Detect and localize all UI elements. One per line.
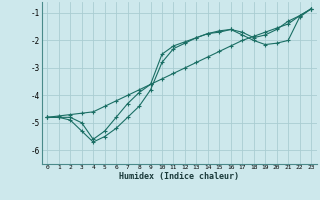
X-axis label: Humidex (Indice chaleur): Humidex (Indice chaleur) [119, 172, 239, 181]
